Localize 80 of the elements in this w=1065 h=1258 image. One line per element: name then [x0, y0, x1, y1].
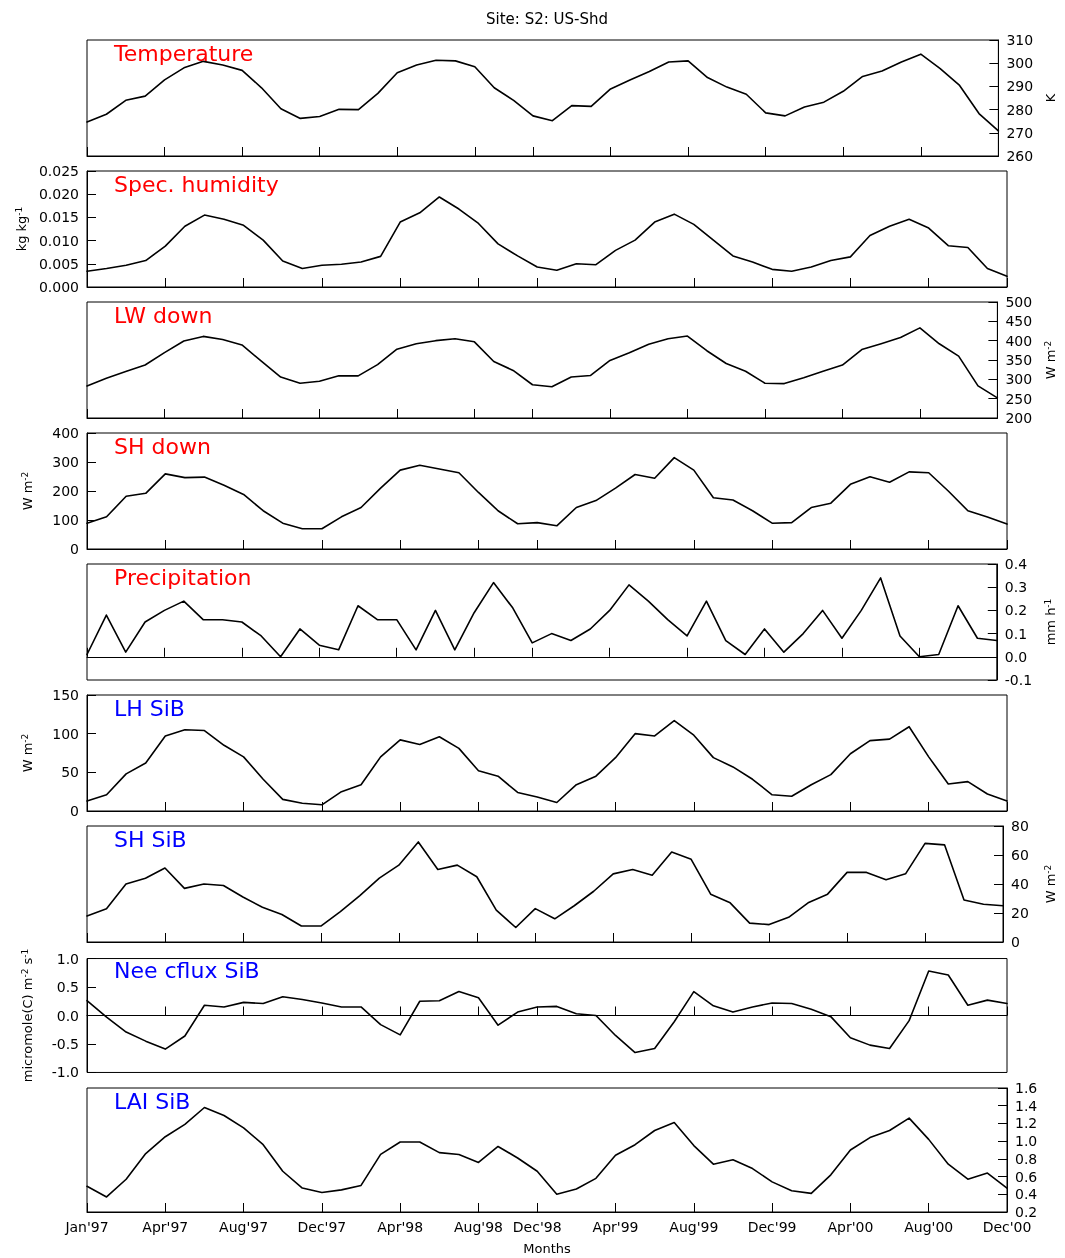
y-tick-label: 290 [1006, 78, 1034, 95]
x-tick-label: Apr'98 [377, 1219, 424, 1235]
chart-title: SH down [114, 433, 211, 459]
y-tick-label: 0.0 [56, 1007, 79, 1024]
y-tick-label: 400 [1005, 332, 1033, 349]
x-axis-title: Months [523, 1241, 571, 1256]
y-axis-title: micromole(C) m-2 s-1 [19, 948, 35, 1083]
chart-title: LW down [114, 302, 213, 328]
y-tick-label: 0.000 [38, 279, 79, 295]
chart-title: Precipitation [114, 564, 252, 590]
y-tick-label: 100 [52, 725, 79, 742]
y-tick-label: 250 [1005, 390, 1033, 407]
x-tick-label: Apr'00 [827, 1219, 874, 1235]
y-tick-label: 310 [1006, 32, 1034, 48]
y-tick-label: 1.4 [1015, 1097, 1038, 1114]
y-tick-label: 0.2 [1015, 1204, 1038, 1220]
chart-title: SH SiB [114, 826, 187, 852]
y-tick-label: 1.0 [56, 950, 79, 967]
y-tick-label: 150 [52, 687, 79, 703]
y-axis-title: kg kg-1 [13, 206, 30, 252]
y-tick-label: 350 [1005, 352, 1033, 368]
y-tick-label: 50 [61, 764, 79, 781]
y-tick-label: 0.4 [1004, 556, 1028, 572]
y-tick-label: 0.020 [38, 186, 79, 203]
text: Site: S2: US-Shd [486, 9, 608, 28]
y-tick-label: 1.0 [1015, 1133, 1038, 1150]
y-tick-label: 0.8 [1015, 1150, 1038, 1167]
x-tick-label: Dec'97 [297, 1219, 347, 1235]
y-tick-label: 0.3 [1004, 579, 1028, 596]
chart-title: Temperature [113, 40, 254, 66]
y-tick-label: 0 [70, 541, 79, 557]
y-tick-label: 0.0 [1004, 648, 1028, 665]
y-tick-label: 450 [1005, 313, 1033, 330]
y-tick-label: -0.1 [1004, 672, 1033, 688]
y-tick-label: 200 [1005, 410, 1033, 426]
y-tick-label: 0 [1011, 934, 1020, 950]
y-tick-label: 500 [1005, 294, 1033, 310]
y-tick-label: 60 [1011, 847, 1029, 863]
chart-title: LH SiB [114, 695, 185, 721]
y-tick-label: 80 [1011, 818, 1029, 834]
x-tick-label: Aug'00 [904, 1219, 954, 1235]
y-tick-label: 1.6 [1015, 1080, 1038, 1096]
x-tick-label: Apr'99 [592, 1219, 639, 1235]
x-tick-label: Aug'99 [669, 1219, 719, 1235]
x-tick-label: Dec'00 [982, 1219, 1032, 1235]
chart-title: LAI SiB [114, 1088, 191, 1114]
y-axis-title: K [1043, 93, 1058, 103]
y-tick-label: 0.5 [56, 979, 79, 996]
y-tick-label: 0.025 [38, 163, 79, 179]
y-tick-label: 0.015 [38, 209, 79, 226]
y-tick-label: 100 [52, 512, 79, 528]
y-tick-label: 300 [1006, 55, 1034, 72]
y-tick-label: -0.5 [51, 1035, 79, 1052]
y-tick-label: 0.1 [1004, 625, 1028, 642]
x-tick-label: Jan'97 [64, 1219, 109, 1235]
chart-title: Spec. humidity [114, 171, 279, 197]
y-tick-label: 0.2 [1004, 602, 1028, 619]
y-tick-label: -1.0 [51, 1064, 79, 1081]
y-tick-label: 200 [52, 483, 79, 499]
y-tick-label: 0.005 [38, 255, 79, 272]
y-tick-label: 0.6 [1015, 1168, 1038, 1185]
y-tick-label: 1.2 [1015, 1115, 1038, 1132]
y-axis-title: mm h-1 [1042, 598, 1058, 646]
y-tick-label: 0 [70, 803, 79, 819]
y-tick-label: 270 [1006, 124, 1034, 141]
chart-title: Nee cflux SiB [114, 957, 260, 983]
x-tick-label: Dec'98 [512, 1219, 562, 1235]
y-tick-label: 0.010 [38, 232, 79, 249]
y-tick-label: 20 [1011, 905, 1029, 921]
y-tick-label: 260 [1006, 148, 1034, 164]
y-tick-label: 400 [52, 425, 79, 441]
y-tick-label: 280 [1006, 101, 1034, 118]
y-tick-label: 300 [1005, 371, 1033, 388]
y-tick-label: 0.4 [1015, 1186, 1038, 1203]
x-tick-label: Aug'98 [453, 1219, 503, 1235]
x-tick-label: Apr'97 [142, 1219, 189, 1235]
x-tick-label: Aug'97 [219, 1219, 269, 1235]
y-tick-label: 40 [1011, 876, 1029, 892]
x-tick-label: Dec'99 [747, 1219, 797, 1235]
y-tick-label: 300 [52, 454, 79, 470]
